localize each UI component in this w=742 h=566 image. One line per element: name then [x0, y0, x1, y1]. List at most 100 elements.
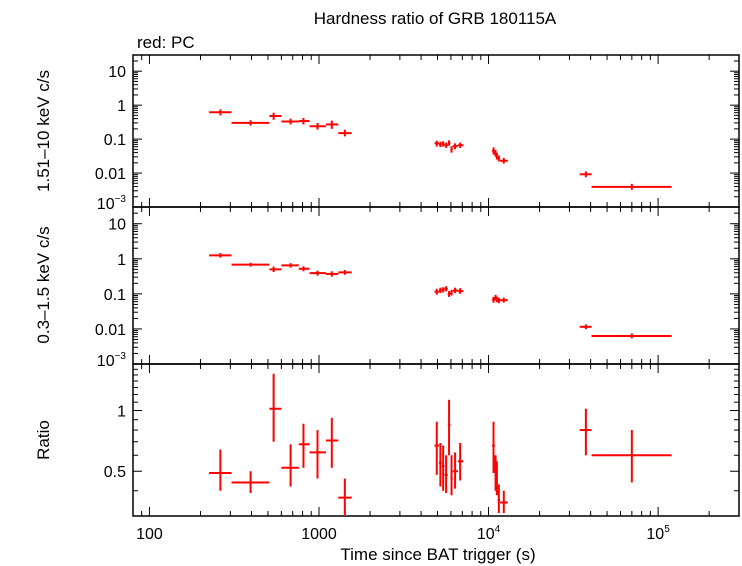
data-point: [298, 117, 310, 125]
data-point: [497, 155, 501, 162]
data-point: [452, 452, 458, 489]
x-tick-label: 105: [646, 524, 670, 543]
data-point: [500, 157, 508, 164]
data-point: [591, 183, 672, 190]
y-axis-label: 1.51–10 keV c/s: [34, 70, 53, 192]
data-point: [457, 288, 464, 294]
x-tick-label: 104: [477, 524, 501, 543]
y-tick-label-text: 10: [108, 64, 126, 81]
y-tick-label-text: 10: [97, 353, 115, 370]
data-point: [444, 142, 448, 148]
data-point: [281, 444, 299, 487]
data-point: [591, 333, 672, 339]
data-point: [457, 142, 464, 148]
chart-subtitle: red: PC: [137, 33, 195, 52]
data-point: [281, 263, 299, 268]
data-point: [500, 297, 508, 303]
x-tick-label-text: 100: [136, 526, 163, 543]
panel-frame: [132, 206, 740, 365]
data-point: [326, 417, 339, 468]
y-tick-label-text: 10: [108, 217, 126, 234]
data-point: [326, 120, 339, 129]
panel-ratio: 1 0.5 Ratio: [34, 363, 740, 517]
data-point: [438, 287, 442, 294]
panel-frame: [132, 54, 740, 208]
x-tick-label-text: 1000: [301, 526, 337, 543]
data-point: [231, 471, 270, 494]
x-tick-label-text: 10: [646, 526, 664, 543]
data-point: [492, 147, 495, 155]
y-tick-label-text: 1: [117, 252, 126, 269]
data-point: [591, 430, 672, 483]
panel-frame: [132, 363, 740, 517]
data-point: [444, 286, 448, 292]
data-point: [298, 423, 310, 468]
y-tick-label: 0.1: [104, 287, 126, 304]
data-point: [309, 270, 327, 276]
data-point: [497, 297, 501, 304]
data-point: [434, 140, 439, 147]
y-tick-label: 1: [117, 252, 126, 269]
panel-hard: 10 1 0.1 0.01 10−3 1.51–10 keV c/s: [34, 54, 740, 213]
data-point: [447, 140, 451, 146]
y-tick-label-exponent: −3: [115, 351, 127, 362]
x-tick-label-exponent: 5: [664, 524, 670, 535]
y-tick-label-text: 1: [117, 403, 126, 420]
data-point: [434, 421, 439, 475]
data-point: [298, 266, 310, 272]
x-tick-labels: 100 1000 104 105: [136, 524, 670, 543]
data-point: [444, 455, 448, 494]
y-tick-label: 1: [117, 403, 126, 420]
data-point: [309, 430, 327, 479]
y-tick-label-text: 0.1: [104, 132, 126, 149]
data-point: [281, 118, 299, 125]
data-point: [231, 262, 270, 267]
data-point: [326, 271, 339, 277]
data-point: [438, 443, 442, 487]
data-point: [441, 287, 445, 293]
data-point: [338, 269, 352, 275]
data-point: [495, 296, 498, 303]
y-tick-label-text: 10: [97, 196, 115, 213]
y-tick-label: 0.01: [95, 322, 126, 339]
y-tick-label: 10: [108, 217, 126, 234]
data-point: [441, 445, 445, 491]
y-tick-label: 1: [117, 98, 126, 115]
x-tick-label-exponent: 4: [495, 524, 501, 535]
data-point: [497, 484, 501, 514]
data-point: [338, 129, 352, 137]
y-tick-label: 0.01: [95, 166, 126, 183]
data-point: [209, 253, 232, 258]
x-tick-label-text: 10: [477, 526, 495, 543]
data-point: [579, 324, 592, 330]
x-axis-label: Time since BAT trigger (s): [340, 545, 535, 564]
data-point: [434, 288, 439, 295]
data-point: [500, 490, 508, 514]
data-point: [209, 449, 232, 491]
y-tick-label-text: 0.01: [95, 322, 126, 339]
data-point: [441, 141, 445, 147]
y-tick-label-text: 0.01: [95, 166, 126, 183]
x-tick-label: 1000: [301, 526, 337, 543]
data-point: [452, 143, 458, 150]
data-point: [447, 399, 451, 456]
data-point: [309, 122, 327, 130]
y-tick-label-text: 0.5: [104, 464, 126, 481]
data-point: [492, 421, 495, 474]
y-tick-label: 0.1: [104, 132, 126, 149]
data-point: [579, 408, 592, 456]
y-tick-label-text: 0.1: [104, 287, 126, 304]
y-tick-label: 10−3: [97, 194, 127, 213]
y-tick-label: 10: [108, 64, 126, 81]
y-tick-label: 10−3: [97, 351, 127, 370]
data-point: [269, 266, 282, 273]
data-point: [579, 171, 592, 178]
data-point: [495, 152, 498, 160]
data-point: [438, 141, 442, 148]
y-axis-label: 0.3–1.5 keV c/s: [34, 226, 53, 343]
y-tick-label-text: 1: [117, 98, 126, 115]
y-tick-label: 0.5: [104, 464, 126, 481]
x-tick-label: 100: [136, 526, 163, 543]
